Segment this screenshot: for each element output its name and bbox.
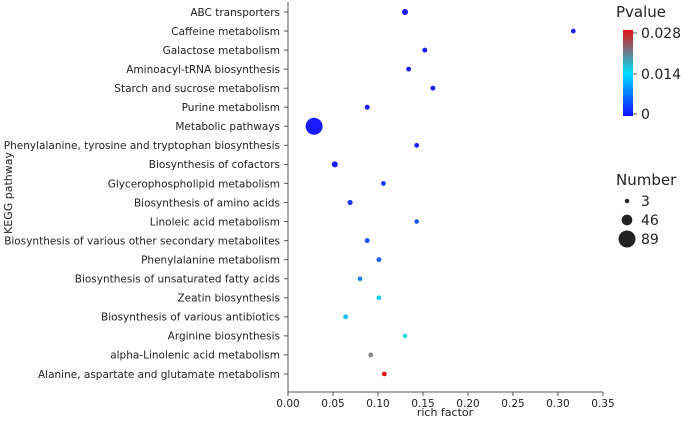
- pvalue-colorbar: [623, 30, 633, 116]
- size-legend-label: 89: [641, 232, 659, 248]
- x-tick-label: 0.35: [591, 398, 614, 410]
- size-legend-label: 3: [641, 194, 650, 210]
- colorbar-tick-label: 0: [641, 107, 650, 123]
- size-legend-circle: [621, 214, 633, 226]
- y-tick-label: Phenylalanine metabolism: [141, 254, 280, 266]
- data-point: [347, 199, 353, 206]
- data-point: [406, 66, 412, 72]
- y-tick-label: Linoleic acid metabolism: [150, 216, 280, 228]
- y-tick-label: Biosynthesis of amino acids: [134, 197, 280, 209]
- data-point: [368, 352, 374, 358]
- x-tick-label: 0.05: [321, 398, 344, 410]
- data-point: [343, 314, 349, 320]
- y-tick-label: Glycerophospholipid metabolism: [108, 178, 280, 190]
- number-legend-title: Number: [616, 171, 677, 189]
- x-tick-label: 0.25: [501, 398, 524, 410]
- data-point: [305, 117, 323, 135]
- data-point: [380, 181, 386, 186]
- y-tick-label: Zeatin biosynthesis: [177, 293, 280, 305]
- data-point: [570, 28, 576, 34]
- colorbar-tick-label: 0.028: [641, 26, 681, 42]
- x-axis-title: rich factor: [417, 406, 474, 419]
- y-tick-label: Purine metabolism: [182, 102, 280, 114]
- y-tick-label: Arginine biosynthesis: [168, 331, 280, 343]
- data-point: [430, 85, 436, 91]
- y-axis-title: KEGG pathway: [2, 152, 15, 234]
- y-tick-label: Metabolic pathways: [175, 121, 280, 133]
- x-tick-label: 0.00: [276, 398, 299, 410]
- data-point: [364, 104, 370, 110]
- size-legend-circle: [624, 198, 630, 204]
- colorbar-tick-label: 0.014: [641, 67, 681, 83]
- data-point: [381, 371, 387, 377]
- y-tick-label: Biosynthesis of cofactors: [149, 159, 280, 171]
- pvalue-legend-title: Pvalue: [616, 3, 667, 21]
- data-point: [402, 333, 408, 339]
- y-tick-label: Galactose metabolism: [163, 45, 280, 57]
- size-legend-circle: [618, 230, 636, 248]
- data-point: [414, 142, 420, 148]
- y-tick-label: Caffeine metabolism: [171, 26, 280, 38]
- x-tick-label: 0.20: [456, 398, 479, 410]
- data-point: [401, 8, 409, 16]
- y-tick-label: ABC transporters: [190, 7, 280, 19]
- y-tick-label: Biosynthesis of various antibiotics: [101, 312, 280, 324]
- data-point: [331, 161, 338, 168]
- x-tick-label: 0.10: [366, 398, 389, 410]
- size-legend-label: 46: [641, 213, 659, 229]
- data-point: [357, 276, 363, 282]
- x-tick-label: 0.30: [546, 398, 569, 410]
- y-tick-label: Starch and sucrose metabolism: [114, 83, 280, 95]
- y-tick-label: Alanine, aspartate and glutamate metabol…: [38, 369, 280, 381]
- data-point: [414, 219, 419, 224]
- y-tick-label: Biosynthesis of unsaturated fatty acids: [75, 274, 280, 286]
- data-point: [376, 295, 382, 301]
- data-point: [376, 257, 382, 263]
- data-point: [364, 238, 370, 244]
- y-tick-label: alpha-Linolenic acid metabolism: [110, 350, 280, 362]
- y-tick-label: Biosynthesis of various other secondary …: [4, 235, 280, 247]
- x-tick-label: 0.15: [411, 398, 434, 410]
- data-point: [422, 47, 428, 53]
- y-tick-label: Phenylalanine, tyrosine and tryptophan b…: [4, 140, 280, 152]
- y-tick-label: Aminoacyl-tRNA biosynthesis: [126, 64, 280, 76]
